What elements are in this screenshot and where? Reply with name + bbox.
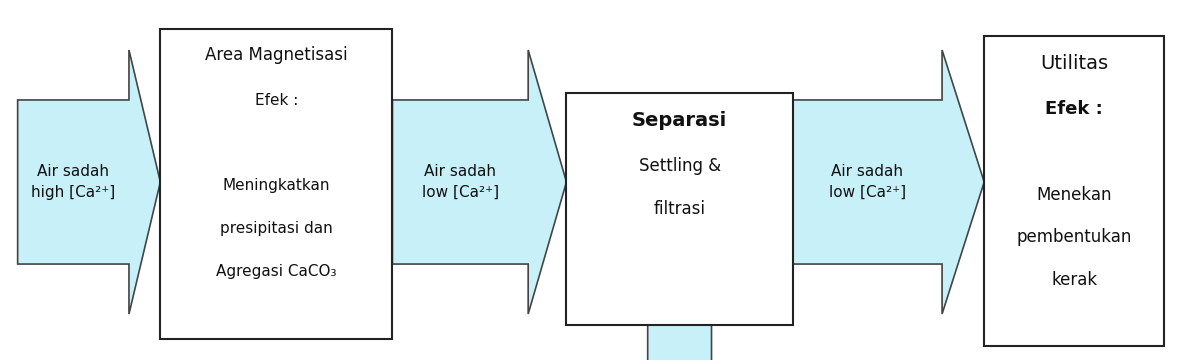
Text: Settling &: Settling & — [638, 157, 721, 175]
Text: Separasi: Separasi — [632, 111, 727, 130]
Polygon shape — [618, 325, 741, 364]
FancyBboxPatch shape — [984, 36, 1164, 346]
Polygon shape — [793, 50, 984, 314]
Text: Air sadah
high [Ca²⁺]: Air sadah high [Ca²⁺] — [31, 164, 115, 200]
Text: Efek :: Efek : — [255, 93, 298, 108]
Text: Air sadah
low [Ca²⁺]: Air sadah low [Ca²⁺] — [422, 164, 498, 200]
Text: pembentukan: pembentukan — [1016, 228, 1132, 246]
Text: Efek :: Efek : — [1045, 100, 1103, 118]
Text: filtrasi: filtrasi — [654, 200, 706, 218]
Polygon shape — [392, 50, 566, 314]
Text: kerak: kerak — [1051, 271, 1098, 289]
Text: Menekan: Menekan — [1036, 186, 1112, 203]
FancyBboxPatch shape — [160, 29, 392, 339]
Text: Meningkatkan: Meningkatkan — [223, 178, 330, 193]
Text: Agregasi CaCO₃: Agregasi CaCO₃ — [217, 264, 336, 279]
FancyBboxPatch shape — [566, 93, 793, 325]
Text: presipitasi dan: presipitasi dan — [220, 221, 333, 236]
Text: Air sadah
low [Ca²⁺]: Air sadah low [Ca²⁺] — [829, 164, 906, 200]
Polygon shape — [18, 50, 160, 314]
Text: Utilitas: Utilitas — [1040, 54, 1108, 72]
Text: Area Magnetisasi: Area Magnetisasi — [205, 47, 348, 64]
